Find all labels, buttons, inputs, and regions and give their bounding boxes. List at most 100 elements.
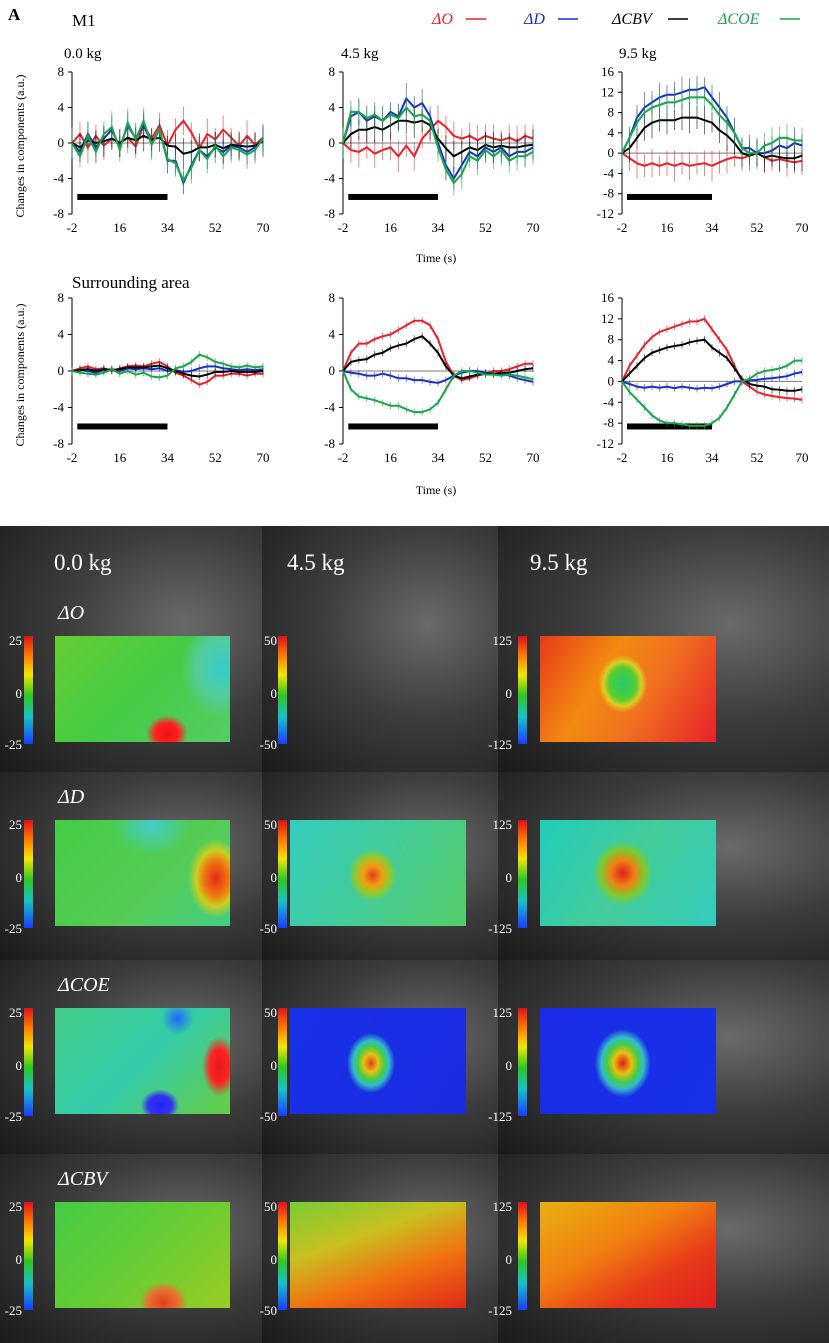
- task-bar: [77, 193, 168, 200]
- x-tick-label: 16: [384, 450, 398, 465]
- colorbar-label-mid: 0: [505, 1252, 513, 1267]
- x-tick-label: -2: [338, 220, 349, 235]
- y-tick-label: -4: [53, 400, 64, 415]
- colorbar-label-mid: 0: [505, 1058, 513, 1073]
- chart-5: -12 -8 -4 0 4 8 12 16 -2 16 34 52 70: [597, 290, 809, 465]
- x-tick-label: 52: [479, 450, 492, 465]
- colorbar-2-1: [278, 1008, 287, 1116]
- colorbar-3-0: [24, 1202, 33, 1310]
- x-tick-label: 16: [113, 220, 127, 235]
- colorbar-3-2: [518, 1202, 527, 1310]
- colorbar-label-top: 50: [264, 817, 277, 832]
- colorbar-label-bot: -25: [4, 921, 22, 936]
- y-tick-label: 4: [608, 125, 615, 140]
- series-3: [342, 97, 534, 196]
- y-tick-label: -4: [603, 165, 614, 180]
- x-tick-label: -2: [617, 220, 628, 235]
- y-tick-label: 8: [329, 64, 336, 79]
- y-tick-label: 4: [58, 100, 65, 115]
- colorbar-label-bot: -50: [259, 1303, 277, 1318]
- colorbar-label-bot: -25: [4, 737, 22, 752]
- colorbar-2-2: [518, 1008, 527, 1116]
- colorbar-label-bot: -125: [488, 921, 512, 936]
- y-tick-label: 16: [601, 64, 615, 79]
- colorbar-label-bot: -125: [488, 1109, 512, 1124]
- colorbar-label-mid: 0: [270, 1252, 278, 1267]
- y-axis-label-bottom: Changes in components (a.u.): [13, 304, 27, 447]
- panel-a-letter: A: [8, 5, 21, 24]
- heatmap-1-0: [55, 820, 230, 926]
- x-tick-label: 34: [706, 450, 720, 465]
- x-tick-label: 70: [257, 450, 270, 465]
- task-bar: [348, 193, 438, 200]
- y-tick-label: -8: [324, 436, 335, 451]
- colorbar-2-0: [24, 1008, 33, 1116]
- x-tick-label: 70: [527, 220, 540, 235]
- colorbar-label-bot: -50: [259, 921, 277, 936]
- series-2: [621, 336, 803, 395]
- y-tick-label: 0: [329, 363, 336, 378]
- panel-a-time-courses: A ΔO ΔD ΔCBV ΔCOE M1 Surrounding area 0.0 kg 4.5…: [0, 0, 829, 520]
- heatmap-2-0: [55, 1008, 230, 1114]
- y-tick-label: -4: [53, 171, 64, 186]
- x-tick-label: 34: [432, 220, 446, 235]
- series-line-ΔCOE: [71, 353, 264, 379]
- colorbar-label-top: 50: [264, 1199, 277, 1214]
- colorbar-label-bot: -25: [4, 1303, 22, 1318]
- legend-label-3: ΔCOE: [717, 11, 760, 28]
- time-course-charts: A ΔO ΔD ΔCBV ΔCOE M1 Surrounding area 0.0 kg 4.5…: [8, 5, 809, 497]
- map-load-title-0: 0.0 kg: [54, 550, 112, 575]
- series-3: [621, 81, 803, 169]
- legend-label-2: ΔCBV: [611, 11, 654, 28]
- heatmap-2-2: [540, 1008, 716, 1114]
- y-tick-label: 4: [329, 327, 336, 342]
- colorbar-label-mid: 0: [15, 686, 23, 701]
- task-bar: [77, 423, 168, 430]
- series-3: [621, 356, 803, 430]
- chart-title-1: 4.5 kg: [341, 46, 379, 62]
- colorbar-label-bot: -125: [488, 1303, 512, 1318]
- colorbar-label-mid: 0: [15, 1252, 23, 1267]
- map-load-title-1: 4.5 kg: [287, 550, 345, 575]
- task-bar: [348, 423, 438, 430]
- y-tick-label: 0: [608, 373, 615, 388]
- colorbar-label-mid: 0: [270, 1058, 278, 1073]
- series-line-ΔCBV: [621, 338, 803, 392]
- colorbar-label-top: 125: [492, 633, 513, 648]
- chart-0: -8 -4 0 4 8 -2 16 34 52 70: [53, 64, 269, 235]
- x-tick-label: 70: [257, 220, 270, 235]
- y-tick-label: -4: [324, 171, 335, 186]
- series-0: [621, 140, 803, 182]
- chart-2: -12 -8 -4 0 4 8 12 16 -2 16 34 52 70: [597, 64, 809, 235]
- chart-3: -8 -4 0 4 8 -2 16 34 52 70: [53, 290, 269, 465]
- x-tick-label: 16: [384, 220, 398, 235]
- colorbar-label-top: 125: [492, 817, 513, 832]
- x-tick-label: 34: [706, 220, 720, 235]
- colorbar-label-bot: -50: [259, 737, 277, 752]
- x-axis-label-bottom: Time (s): [416, 483, 457, 497]
- colorbar-label-mid: 0: [270, 870, 278, 885]
- x-tick-label: 70: [796, 220, 809, 235]
- colorbar-0-2: [518, 636, 527, 744]
- y-tick-label: 0: [58, 135, 65, 150]
- series-line-ΔCOE: [621, 359, 802, 427]
- y-tick-label: 4: [329, 100, 336, 115]
- x-tick-label: 34: [432, 450, 446, 465]
- y-tick-label: -8: [324, 206, 335, 221]
- colorbar-3-1: [278, 1202, 287, 1310]
- colorbar-label-mid: 0: [15, 870, 23, 885]
- heatmap-0-1: [290, 636, 466, 742]
- y-tick-label: -4: [603, 394, 614, 409]
- colorbar-label-bot: -125: [488, 737, 512, 752]
- map-load-title-2: 9.5 kg: [530, 550, 588, 575]
- colorbar-label-mid: 0: [15, 1058, 23, 1073]
- y-tick-label: 16: [601, 290, 615, 305]
- x-tick-label: -2: [617, 450, 628, 465]
- x-tick-label: 52: [751, 450, 764, 465]
- colorbar-label-top: 50: [264, 633, 277, 648]
- y-tick-label: -12: [597, 206, 614, 221]
- y-tick-label: -8: [603, 415, 614, 430]
- colorbar-label-bot: -50: [259, 1109, 277, 1124]
- y-tick-label: 8: [608, 105, 615, 120]
- y-tick-label: -8: [603, 186, 614, 201]
